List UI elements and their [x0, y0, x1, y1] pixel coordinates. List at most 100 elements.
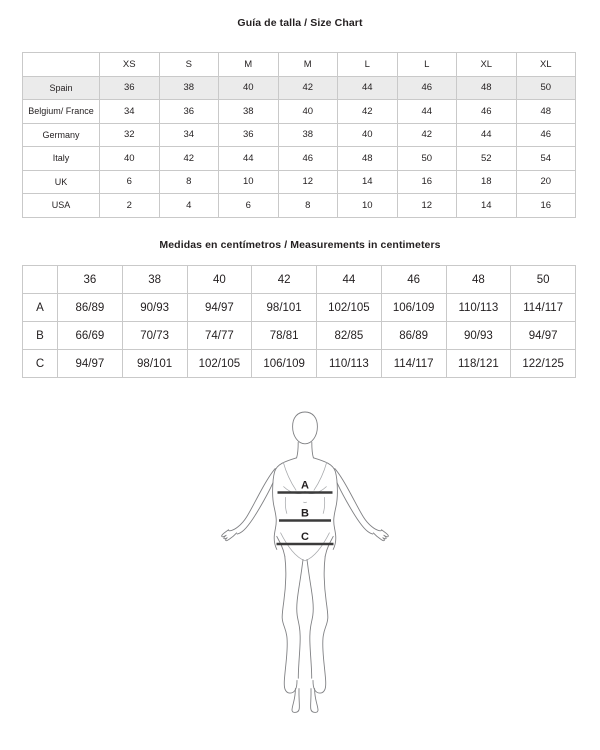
table-cell: 2: [99, 193, 160, 218]
figure-briefs: [280, 532, 330, 562]
table-cell: 42: [396, 122, 457, 147]
table-cell: 54: [515, 146, 576, 171]
table-cell: 36: [99, 75, 160, 100]
figure-hand-right: [372, 529, 389, 542]
column-header: 38: [121, 265, 188, 294]
figure-hip-right: [324, 535, 334, 557]
figure-arm-right-inner: [336, 482, 374, 535]
row-label: C: [22, 349, 58, 378]
row-label: Germany: [22, 122, 100, 147]
figure-leg-right-inner: [306, 559, 314, 679]
column-header: M: [218, 52, 279, 77]
measure-label-bg-c: [297, 529, 313, 543]
table-cell: 102/105: [316, 293, 382, 322]
table-header-row: XS S M M L L XL XL: [22, 52, 576, 77]
table-row: Italy 40 42 44 46 48 50 52 54: [22, 146, 576, 171]
column-header: 40: [186, 265, 253, 294]
table-cell: 110/113: [316, 349, 382, 378]
table-cell: 42: [337, 99, 398, 124]
table-cell: 40: [277, 99, 338, 124]
column-header: M: [277, 52, 338, 77]
row-label: UK: [22, 169, 100, 194]
table-cell: 12: [277, 169, 338, 194]
table-cell: 14: [456, 193, 517, 218]
row-label: Belgium/ France: [22, 99, 100, 124]
table-cell: 34: [158, 122, 219, 147]
table-cell: 44: [218, 146, 279, 171]
row-label: B: [22, 321, 58, 350]
table-header-row: 36 38 40 42 44 46 48 50: [22, 265, 576, 294]
size-chart-table: XS S M M L L XL XL Spain 36 38 40 42 44 …: [22, 52, 576, 218]
table-cell: 38: [277, 122, 338, 147]
table-row: Spain 36 38 40 42 44 46 48 50: [22, 75, 576, 100]
column-header: 48: [445, 265, 512, 294]
table-cell: 14: [337, 169, 398, 194]
measure-label-a: A: [301, 480, 309, 492]
table-row: C 94/97 98/101 102/105 106/109 110/113 1…: [22, 349, 576, 378]
figure-hip-left: [276, 535, 286, 557]
table-row: B 66/69 70/73 74/77 78/81 82/85 86/89 90…: [22, 321, 576, 350]
row-label: USA: [22, 193, 100, 218]
column-header: 50: [510, 265, 576, 294]
row-label: A: [22, 293, 58, 322]
table-cell: 90/93: [445, 321, 512, 350]
table-cell: 6: [99, 169, 160, 194]
table-cell: 118/121: [445, 349, 512, 378]
table-cell: 106/109: [380, 293, 447, 322]
table-cell: 110/113: [445, 293, 512, 322]
figure-leg-right-outer: [312, 555, 329, 694]
table-cell: 32: [99, 122, 160, 147]
table-cell: 122/125: [510, 349, 576, 378]
figure-leg-left-outer: [281, 555, 298, 694]
table-cell: 98/101: [251, 293, 317, 322]
table-cell: 38: [218, 99, 279, 124]
table-cell: 48: [337, 146, 398, 171]
table-row: Belgium/ France 34 36 38 40 42 44 46 48: [22, 99, 576, 124]
table-cell: 44: [396, 99, 457, 124]
table-cell: 36: [218, 122, 279, 147]
table-cell: 6: [218, 193, 279, 218]
table-cell: 16: [515, 193, 576, 218]
figure-top-strap-left: [283, 462, 297, 491]
table-cell: 20: [515, 169, 576, 194]
table-cell: 10: [337, 193, 398, 218]
table-cell: 8: [277, 193, 338, 218]
table-cell: 46: [277, 146, 338, 171]
column-header: 36: [57, 265, 123, 294]
figure-arm-left: [228, 468, 276, 532]
figure-torso-left: [272, 457, 298, 550]
table-cell: 52: [456, 146, 517, 171]
body-measurement-figure: A B C: [215, 398, 395, 718]
table-row: UK 6 8 10 12 14 16 18 20: [22, 169, 576, 194]
figure-midriff-right: [322, 497, 326, 514]
column-header: L: [337, 52, 398, 77]
table-cell: 18: [456, 169, 517, 194]
figure-arm-right: [334, 468, 382, 532]
table-cell: 34: [99, 99, 160, 124]
page-title-size-chart: Guía de talla / Size Chart: [237, 17, 363, 29]
table-cell: 90/93: [121, 293, 188, 322]
table-cell: 8: [158, 169, 219, 194]
table-cell: 94/97: [57, 349, 123, 378]
table-cell: 94/97: [510, 321, 576, 350]
column-header: XS: [99, 52, 160, 77]
table-cell: 78/81: [251, 321, 317, 350]
table-cell: 82/85: [316, 321, 382, 350]
measure-label-bg-a: [297, 478, 313, 491]
table-cell: 94/97: [186, 293, 253, 322]
table-cell: 114/117: [510, 293, 576, 322]
table-cell: 46: [456, 99, 517, 124]
table-cell: 4: [158, 193, 219, 218]
column-header: XL: [515, 52, 576, 77]
table-cell: 10: [218, 169, 279, 194]
table-cell: 48: [515, 99, 576, 124]
table-cell: 40: [99, 146, 160, 171]
table-cell: 36: [158, 99, 219, 124]
figure-leg-left-inner: [296, 559, 304, 679]
measure-label-c: C: [301, 531, 309, 543]
table-cell: 46: [515, 122, 576, 147]
column-header: 42: [251, 265, 317, 294]
table-cell: 40: [337, 122, 398, 147]
table-cell: 106/109: [251, 349, 317, 378]
